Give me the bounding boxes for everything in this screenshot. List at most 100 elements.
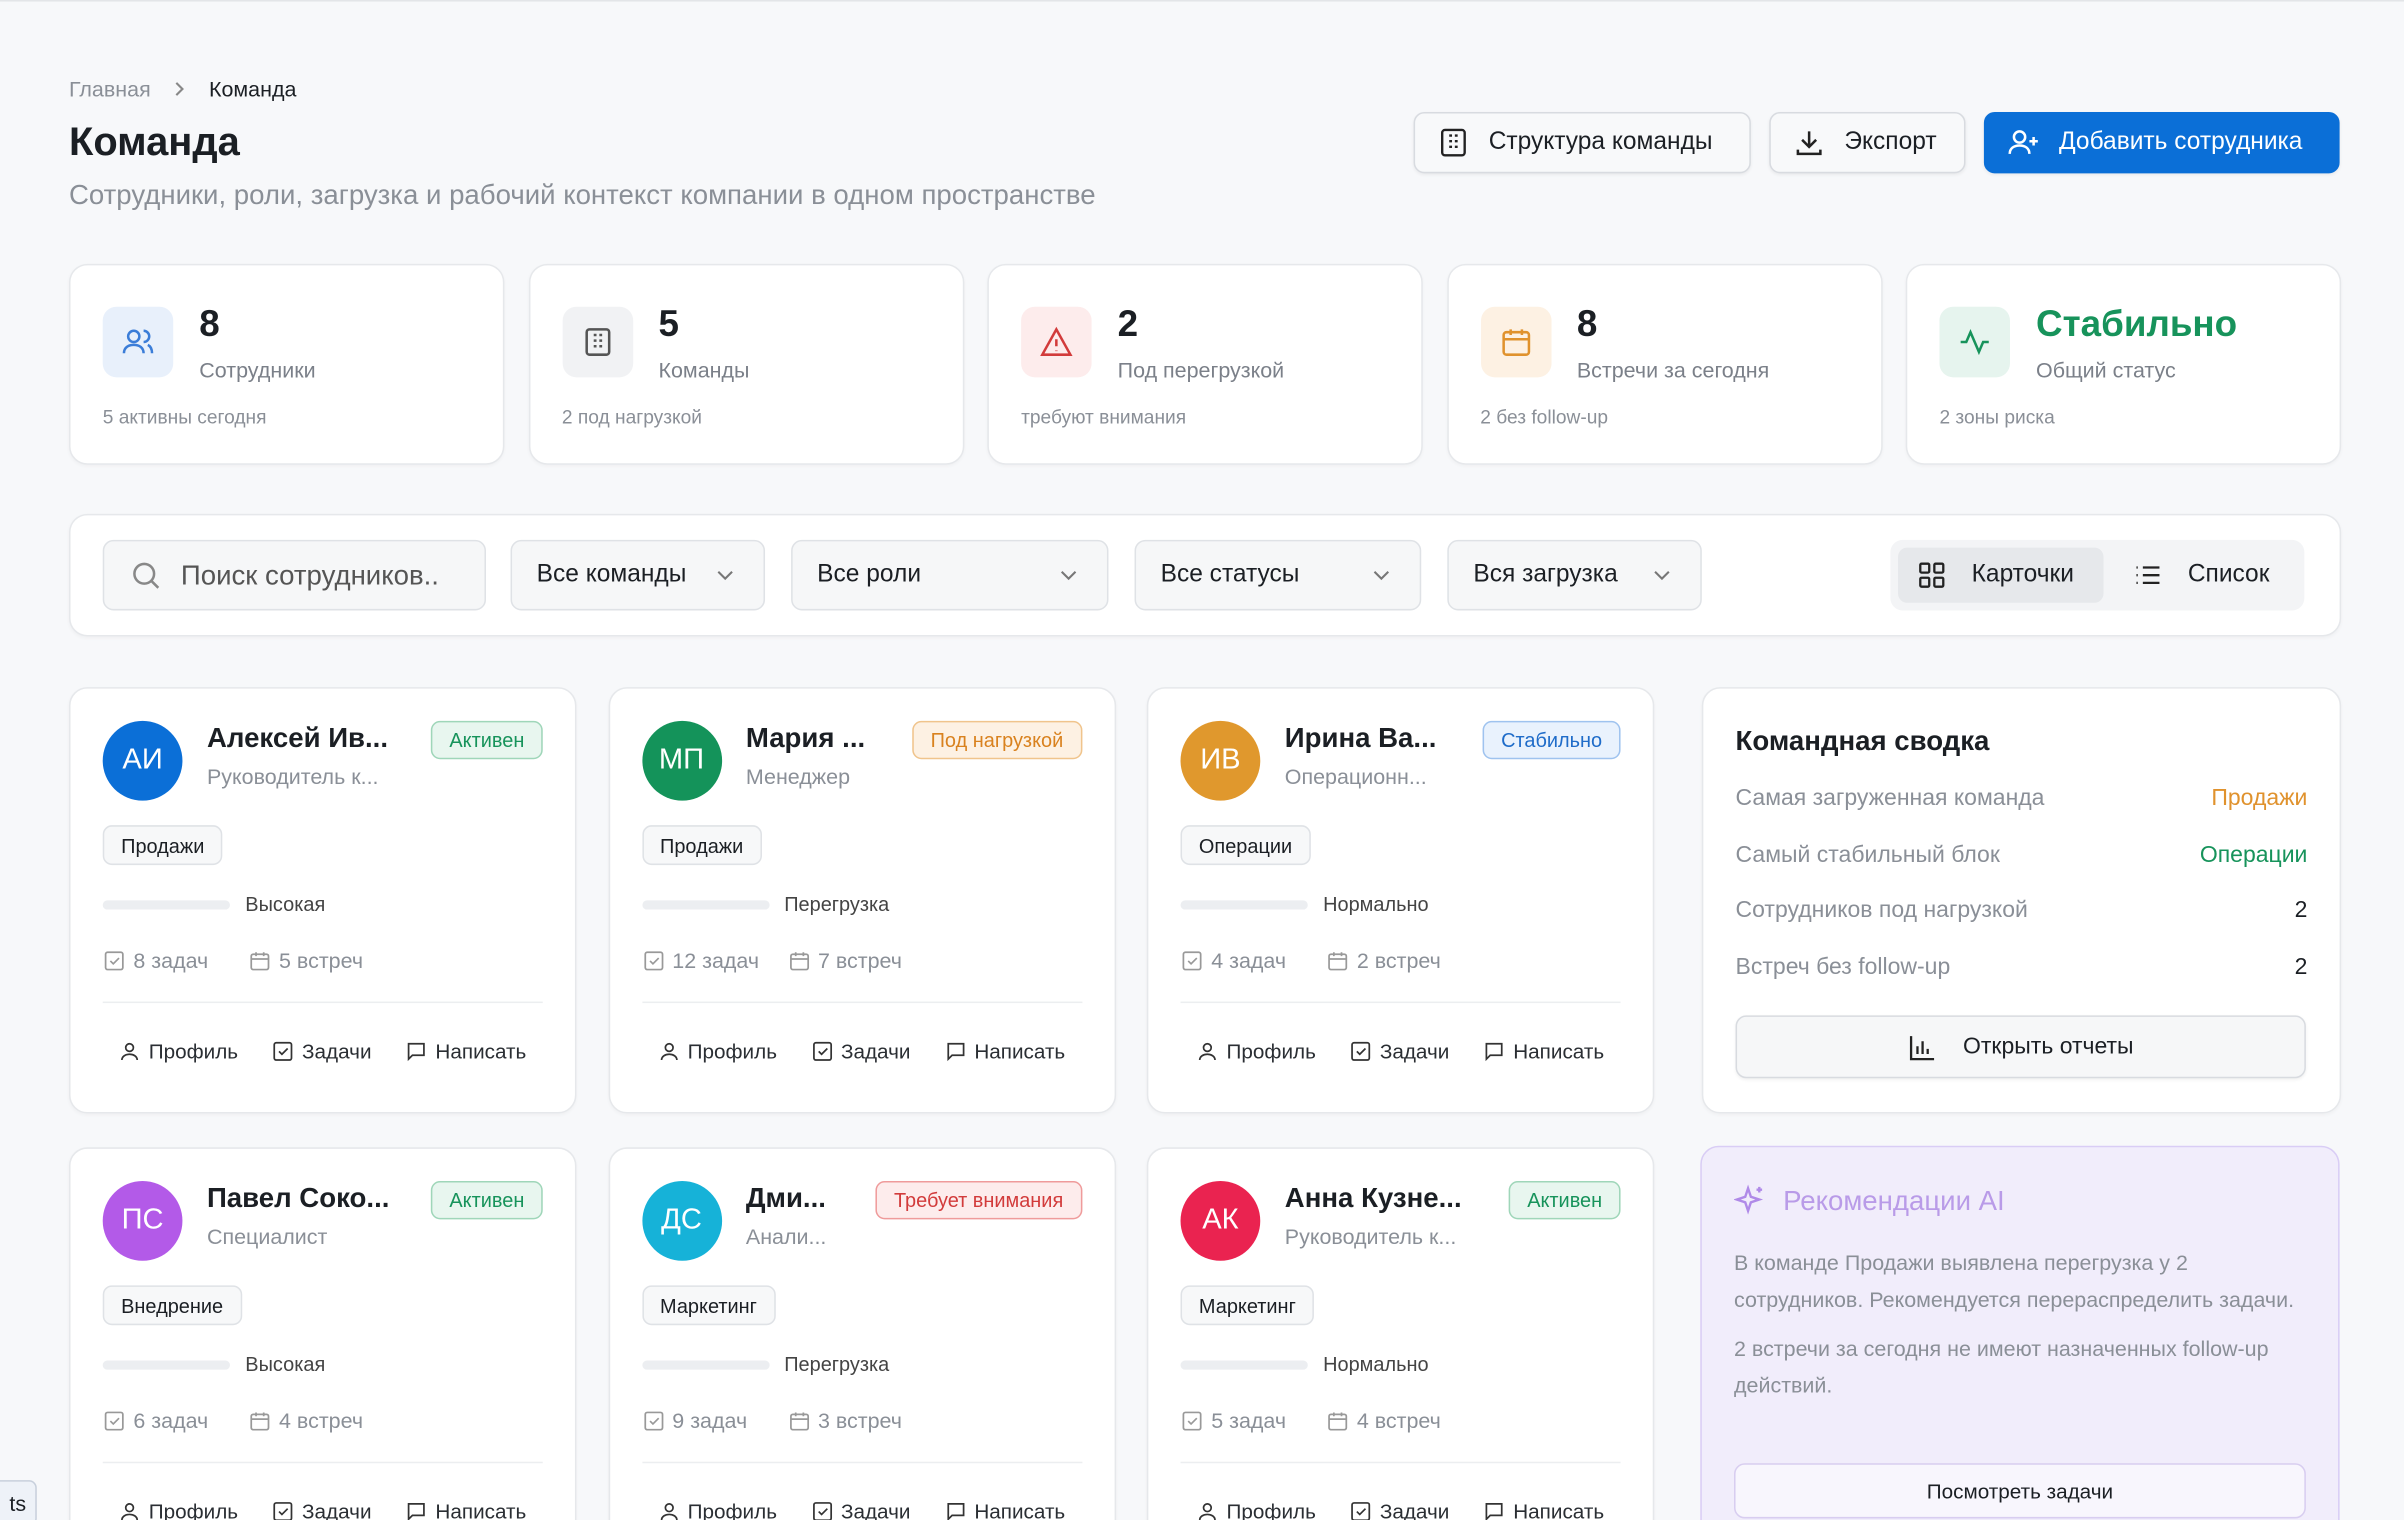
icon-part: [790, 951, 808, 960]
icon: [1910, 1035, 1935, 1060]
meeting-count: 4 встреч: [248, 1408, 363, 1433]
ai-button[interactable]: Посмотреть задачи: [1734, 1463, 2306, 1519]
icon-part: [1351, 1041, 1371, 1061]
card-action[interactable]: Задачи: [810, 1040, 910, 1063]
view-label: Список: [2187, 561, 2270, 588]
card-action[interactable]: Написать: [405, 1500, 526, 1520]
meeting-count-text: 7 встреч: [817, 947, 902, 973]
icon-part: [1329, 1411, 1347, 1420]
card-action-label: Написать: [974, 1039, 1066, 1063]
filter-dropdown[interactable]: Все статусы: [1134, 539, 1422, 611]
structure-button[interactable]: Структура команды: [1413, 111, 1751, 174]
card-action[interactable]: Написать: [405, 1040, 526, 1063]
icon: [1373, 570, 1390, 581]
status-badge: Стабильно: [1482, 720, 1621, 760]
icon-part: [1919, 576, 1931, 588]
card-action[interactable]: Профиль: [1196, 1040, 1316, 1063]
view-list[interactable]: Список: [2133, 548, 2270, 603]
avatar: ИВ: [1180, 720, 1261, 801]
button-label: Открыть отчеты: [1962, 1033, 2134, 1060]
add-employee-button[interactable]: Добавить сотрудника: [1983, 111, 2340, 174]
load-bar: [641, 900, 769, 910]
icon: [104, 950, 124, 970]
icon-part: [1440, 128, 1466, 157]
card-action-label: Задачи: [1379, 1039, 1450, 1063]
breadcrumb-current: Команда: [208, 76, 297, 102]
icon: [273, 1041, 293, 1061]
summary-value: Продажи: [2211, 785, 2308, 812]
load-label: Нормально: [1323, 1352, 1429, 1376]
stat-icon: [1480, 306, 1551, 378]
divider: [102, 1461, 543, 1464]
summary-row: Встреч без follow-up 2: [1736, 953, 2308, 979]
filter-dropdown[interactable]: Вся загрузка: [1447, 539, 1702, 611]
corner-tag[interactable]: ts: [0, 1480, 37, 1520]
icon-part: [121, 1513, 139, 1520]
icon-part: [1329, 951, 1347, 960]
card-action[interactable]: Профиль: [657, 1040, 777, 1063]
icon-part: [251, 951, 269, 960]
filter-dropdown[interactable]: Все команды: [510, 539, 766, 611]
card-action-label: Задачи: [302, 1039, 372, 1063]
icon: [1734, 1184, 1764, 1215]
card-action[interactable]: Профиль: [1196, 1500, 1316, 1520]
card-action[interactable]: Профиль: [118, 1500, 238, 1520]
icon: [1198, 1042, 1216, 1061]
icon: [250, 1411, 270, 1430]
icon: [133, 562, 160, 589]
card-action[interactable]: Написать: [944, 1039, 1066, 1063]
icon-part: [592, 333, 602, 348]
stat-note: 2 под нагрузкой: [561, 406, 703, 428]
filter-label: Вся загрузка: [1473, 561, 1618, 588]
card-action[interactable]: Написать: [1483, 1500, 1604, 1520]
meeting-count: 4 встреч: [1326, 1408, 1441, 1433]
icon-part: [789, 1412, 809, 1430]
icon-part: [1910, 1035, 1935, 1060]
page-subtitle: Сотрудники, роли, загрузка и рабочий кон…: [68, 179, 1096, 211]
card-action[interactable]: Задачи: [810, 1500, 910, 1520]
card-action[interactable]: Написать: [1483, 1040, 1604, 1063]
task-count: 4 задач: [1181, 948, 1286, 972]
card-action[interactable]: Написать: [944, 1500, 1065, 1520]
breadcrumb-link[interactable]: Главная: [68, 76, 151, 102]
stat-value: 2: [1117, 303, 1139, 346]
ai-paragraph: В команде Продажи выявлена перегрузка у …: [1734, 1250, 2295, 1311]
stat-card: 8 Сотрудники 5 активны сегодня: [68, 263, 505, 465]
export-button[interactable]: Экспорт: [1769, 111, 1966, 174]
icon: [2008, 130, 2038, 154]
card-action[interactable]: Задачи: [271, 1039, 372, 1063]
view-cards[interactable]: Карточки: [1898, 547, 2104, 603]
card-action-label: Профиль: [148, 1500, 239, 1520]
card-action[interactable]: Профиль: [657, 1500, 777, 1520]
search-input[interactable]: Поиск сотрудников..: [102, 539, 487, 611]
icon-part: [1328, 1412, 1348, 1430]
filter-dropdown[interactable]: Все роли: [791, 539, 1109, 611]
summary-title: Командная сводка: [1735, 725, 1990, 757]
employee-role: Руководитель к...: [1284, 1223, 1457, 1249]
search-placeholder: Поиск сотрудников..: [180, 559, 439, 590]
icon: [407, 1503, 425, 1520]
reports-button[interactable]: Открыть отчеты: [1735, 1015, 2306, 1079]
card-action-label: Задачи: [1379, 1500, 1450, 1520]
summary-row: Самая загруженная команда Продажи: [1736, 785, 2308, 811]
icon: [273, 1502, 293, 1520]
team-tag: Маркетинг: [641, 1285, 776, 1326]
card-action[interactable]: Задачи: [1349, 1500, 1449, 1520]
icon-part: [1040, 326, 1073, 356]
employee-role: Руководитель к...: [206, 763, 379, 789]
team-tag: Продажи: [102, 825, 223, 866]
divider: [641, 1001, 1082, 1004]
status-badge: Активен: [430, 1181, 543, 1220]
card-action[interactable]: Профиль: [118, 1040, 238, 1063]
team-tag: Внедрение: [102, 1285, 242, 1326]
task-count: 9 задач: [642, 1408, 747, 1433]
icon-part: [104, 950, 124, 970]
ai-paragraph: 2 встречи за сегодня не имеют назначенны…: [1734, 1335, 2269, 1397]
meeting-count-text: 3 встреч: [817, 1408, 902, 1433]
icon-part: [717, 570, 733, 581]
card-action[interactable]: Задачи: [1349, 1040, 1449, 1063]
card-action[interactable]: Задачи: [271, 1500, 372, 1520]
stat-label: Встречи за сегодня: [1576, 357, 1770, 382]
icon: [812, 1502, 832, 1520]
